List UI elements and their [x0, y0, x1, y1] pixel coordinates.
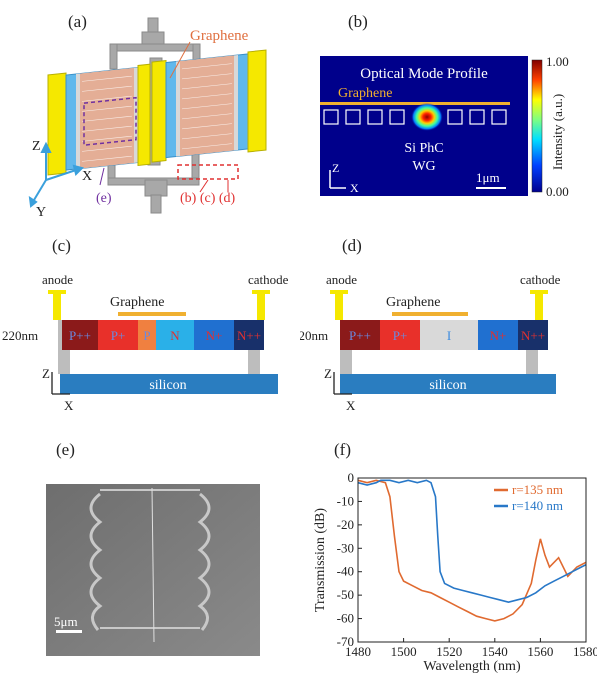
x-tick-label: 1540 [482, 644, 508, 659]
region-c-3: N [170, 328, 180, 343]
panel-a: (a) [0, 0, 300, 230]
wg-label-2: WG [412, 159, 435, 174]
axis-z-b: Z [332, 161, 339, 175]
series-line-0 [357, 479, 587, 622]
sem-image: 5μm [46, 484, 260, 656]
axis-z-c: Z [42, 366, 50, 381]
series-line-1 [357, 479, 587, 604]
axis-x-a: X [82, 169, 92, 184]
axis-x-d: X [346, 398, 356, 413]
graphene-label-b: Graphene [338, 86, 392, 101]
region-c-4: N+ [206, 328, 223, 343]
cathode-d: cathode [520, 272, 561, 287]
scalebar-e: 5μm [54, 614, 78, 629]
x-tick-label: 1580 [573, 644, 597, 659]
panel-c: (c) anode cathode Graphene P++ P+ P N N+… [0, 232, 300, 422]
axis-y-a: Y [36, 205, 46, 220]
y-tick-label: -50 [337, 587, 354, 602]
graphene-label-a: Graphene [190, 28, 249, 44]
y-tick-label: -10 [337, 493, 354, 508]
region-c-2: P [143, 328, 150, 343]
panel-d: (d) anode cathode Graphene P++ P+ I N+ N… [292, 232, 597, 422]
panel-a-label: (a) [68, 12, 87, 31]
cross-section-d: anode cathode Graphene P++ P+ I N+ N++ 2… [292, 272, 561, 413]
x-axis-label: Wavelength (nm) [423, 659, 521, 674]
region-d-4: N++ [521, 328, 545, 343]
panel-e-label: (e) [56, 440, 75, 459]
x-tick-label: 1480 [345, 644, 371, 659]
anode-c: anode [42, 272, 73, 287]
wg-label-1: Si PhC [404, 141, 443, 156]
thickness-d: 220nm [300, 328, 328, 343]
colorbar [531, 59, 543, 193]
axis-x-b: X [350, 181, 359, 195]
region-d-1: P+ [393, 328, 408, 343]
device-schematic: Graphene Z X Y (e) (b) (c) (d) [28, 17, 267, 220]
legend-label-1: r=140 nm [512, 498, 563, 513]
mode-profile: Optical Mode Profile Graphene Si PhC WG … [320, 54, 569, 199]
y-tick-label: -20 [337, 517, 354, 532]
substrate-d: silicon [429, 378, 466, 393]
y-tick-label: 0 [348, 470, 355, 485]
x-tick-label: 1560 [527, 644, 553, 659]
y-tick-label: -70 [337, 634, 354, 649]
legend-label-0: r=135 nm [512, 482, 563, 497]
y-tick-label: -30 [337, 540, 354, 555]
scalebar-b: 1μm [476, 170, 500, 185]
colorbar-max: 1.00 [546, 54, 569, 69]
colorbar-min: 0.00 [546, 184, 569, 199]
y-axis-label: Transmission (dB) [313, 508, 328, 612]
axis-x-c: X [64, 398, 74, 413]
panel-b-label: (b) [348, 12, 368, 31]
y-tick-label: -40 [337, 564, 354, 579]
panel-f-label: (f) [334, 440, 351, 459]
panel-e: (e) 5μm [0, 430, 300, 675]
region-c-1: P+ [111, 328, 126, 343]
panel-b: (b) Optical Mode Profile Grap [300, 0, 597, 230]
graphene-label-c: Graphene [110, 295, 164, 310]
x-tick-label: 1500 [391, 644, 417, 659]
graphene-label-d: Graphene [386, 295, 440, 310]
callout-bcd: (b) (c) (d) [180, 191, 236, 206]
mode-title: Optical Mode Profile [360, 66, 488, 82]
region-c-5: N++ [237, 328, 261, 343]
cross-section-c: anode cathode Graphene P++ P+ P N N+ N++… [2, 272, 289, 413]
panel-f: (f) 1480 1500 1520 1540 1560 1580 0 -10 -20 -30 -4… [300, 430, 597, 675]
callout-e: (e) [96, 191, 112, 206]
axis-z-a: Z [32, 139, 41, 154]
panel-c-label: (c) [52, 236, 71, 255]
cathode-c: cathode [248, 272, 289, 287]
region-d-2: I [447, 328, 451, 343]
region-d-3: N+ [490, 328, 507, 343]
transmission-chart: 1480 1500 1520 1540 1560 1580 0 -10 -20 -30 -40 -50… [313, 470, 597, 674]
panel-d-label: (d) [342, 236, 362, 255]
region-c-0: P++ [69, 328, 91, 343]
plot-frame [357, 477, 587, 643]
y-tick-label: -60 [337, 611, 354, 626]
thickness-c: 220nm [2, 328, 38, 343]
anode-d: anode [326, 272, 357, 287]
region-d-0: P++ [349, 328, 371, 343]
x-tick-label: 1520 [436, 644, 462, 659]
colorbar-label: Intensity (a.u.) [550, 94, 565, 170]
substrate-c: silicon [149, 378, 186, 393]
axis-z-d: Z [324, 366, 332, 381]
